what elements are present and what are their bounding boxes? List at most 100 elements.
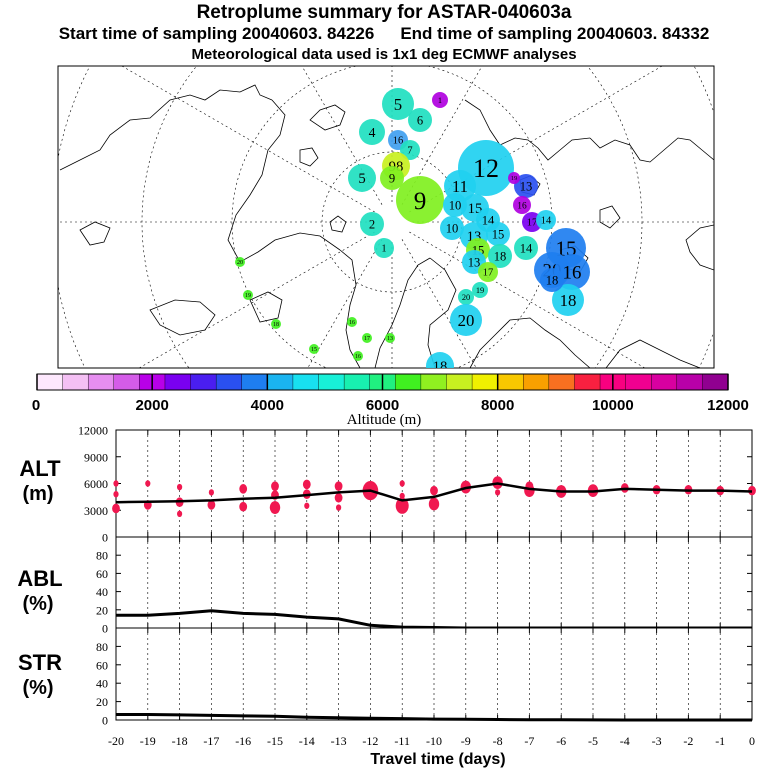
map-cluster-circle bbox=[235, 257, 245, 267]
chart-title: Retroplume summary for ASTAR-040603a bbox=[196, 2, 572, 23]
colorbar-swatch bbox=[164, 373, 192, 391]
map-cluster-label: 20 bbox=[458, 311, 475, 330]
start-time-label: Start time of sampling 20040603. 84226 bbox=[58, 24, 375, 43]
x-tick-label: -3 bbox=[652, 734, 662, 748]
y-axis-label: STR bbox=[18, 650, 62, 675]
x-tick-label: -16 bbox=[235, 734, 251, 748]
map-cluster-circle bbox=[309, 344, 319, 354]
colorbar-swatch bbox=[471, 373, 499, 391]
y-tick-label: 80 bbox=[96, 640, 108, 654]
map-cluster-circle bbox=[450, 304, 482, 336]
x-tick-label: -18 bbox=[172, 734, 188, 748]
map-cluster-label: 7 bbox=[407, 146, 412, 157]
sampling-times: Start time of sampling 20040603. 84226 En… bbox=[0, 24, 768, 44]
colorbar-swatch bbox=[395, 373, 422, 391]
alt-cluster-marker bbox=[112, 503, 120, 514]
x-tick-label: -20 bbox=[108, 734, 124, 748]
y-tick-label: 20 bbox=[96, 695, 108, 709]
coastline bbox=[149, 299, 216, 336]
map-cluster-circle bbox=[271, 319, 281, 329]
colorbar-tick-label: 2000 bbox=[135, 397, 168, 414]
map-cluster-circle bbox=[540, 268, 564, 292]
map-cluster-circle bbox=[552, 284, 584, 316]
map-cluster-circle bbox=[380, 166, 404, 190]
map-cluster-label: 17 bbox=[527, 218, 538, 229]
colorbar-swatch bbox=[574, 373, 601, 391]
alt-cluster-marker bbox=[428, 497, 440, 511]
map-cluster-circle bbox=[362, 333, 372, 343]
x-tick-label: -15 bbox=[267, 734, 283, 748]
graticule-meridian bbox=[121, 66, 375, 213]
map-cluster-label: 12 bbox=[473, 154, 499, 183]
map-cluster-circle bbox=[514, 174, 538, 198]
y-tick-label: 12000 bbox=[78, 424, 108, 438]
x-tick-label: 0 bbox=[749, 734, 755, 748]
y-axis-unit: (m) bbox=[22, 483, 53, 505]
map-cluster-label: 2 bbox=[369, 217, 375, 231]
end-time-label: End time of sampling 20040603. 84332 bbox=[400, 24, 710, 43]
map-cluster-circle bbox=[400, 140, 420, 160]
coastline bbox=[299, 147, 319, 167]
coastline bbox=[427, 257, 457, 368]
map-cluster-label: 9 bbox=[389, 171, 395, 185]
y-tick-label: 60 bbox=[96, 658, 108, 672]
abl-panel: 0 20 40 60 80 ABL(%) bbox=[17, 536, 753, 636]
coastline bbox=[227, 99, 341, 263]
alt-cluster-marker bbox=[207, 500, 216, 510]
map-cluster-label: 14 bbox=[541, 216, 552, 227]
alt-cluster-marker bbox=[302, 479, 311, 490]
colorbar-swatch bbox=[241, 373, 268, 391]
coastline bbox=[79, 221, 111, 246]
y-tick-label: 6000 bbox=[84, 477, 108, 491]
map-cluster-label: 14 bbox=[520, 241, 533, 255]
map-cluster-circle bbox=[359, 119, 385, 145]
x-tick-label: -8 bbox=[493, 734, 503, 748]
map-cluster-label: 10 bbox=[449, 198, 462, 212]
str-line bbox=[116, 713, 752, 722]
map-cluster-label: 18 bbox=[546, 273, 559, 287]
coastline bbox=[249, 291, 283, 323]
map-cluster-circle bbox=[353, 351, 363, 361]
alt-cluster-marker bbox=[399, 492, 405, 500]
colorbar-swatch bbox=[318, 373, 345, 391]
colorbar-tick-label: 4000 bbox=[251, 397, 284, 414]
map-cluster-circle bbox=[360, 212, 384, 236]
map-cluster-label: 18 bbox=[494, 249, 507, 263]
colorbar-swatch bbox=[87, 373, 115, 391]
colorbar-swatch bbox=[548, 373, 575, 391]
map-cluster-label: 18 bbox=[433, 359, 448, 375]
met-data-label: Meteorological data used is 1x1 deg ECMW… bbox=[191, 46, 577, 63]
alt-cluster-marker bbox=[334, 481, 343, 491]
alt-cluster-marker bbox=[113, 491, 119, 498]
map-cluster-label: 16 bbox=[349, 320, 355, 326]
colorbar-tick-label: 8000 bbox=[481, 397, 514, 414]
map-cluster-label: 20 bbox=[237, 260, 243, 266]
map-cluster-label: 16 bbox=[563, 263, 582, 284]
map-cluster-circle bbox=[508, 172, 520, 184]
alt-cluster-marker bbox=[430, 485, 438, 496]
x-tick-label: -6 bbox=[556, 734, 566, 748]
alt-cluster-marker bbox=[334, 492, 343, 503]
coastline bbox=[499, 137, 591, 161]
graticule-meridian bbox=[301, 66, 383, 205]
colorbar-tick-label: 12000 bbox=[707, 397, 749, 414]
map-cluster-circle bbox=[426, 352, 454, 368]
map-cluster-circle bbox=[243, 290, 253, 300]
colorbar-tick-label: 6000 bbox=[366, 397, 399, 414]
map-cluster-label: 19 bbox=[511, 175, 517, 182]
alt-cluster-marker bbox=[395, 497, 409, 514]
map-clusters: 5616749895121113199101514161714210113151… bbox=[235, 88, 590, 375]
colorbar-swatch bbox=[113, 373, 140, 391]
y-axis-unit: (%) bbox=[22, 677, 53, 699]
map-cluster-circle bbox=[385, 333, 395, 343]
alt-cluster-marker bbox=[239, 484, 248, 494]
y-tick-label: 0 bbox=[102, 622, 108, 636]
alt-cluster-marker bbox=[113, 480, 119, 487]
map-cluster-label: 18 bbox=[273, 322, 279, 328]
alt-mean-line bbox=[115, 482, 753, 504]
coastline bbox=[685, 224, 714, 271]
colorbar-swatch bbox=[420, 373, 447, 391]
x-tick-label: -9 bbox=[461, 734, 471, 748]
colorbar: 0 2000 4000 6000 8000 10000 12000 Altitude (m) bbox=[32, 373, 749, 428]
